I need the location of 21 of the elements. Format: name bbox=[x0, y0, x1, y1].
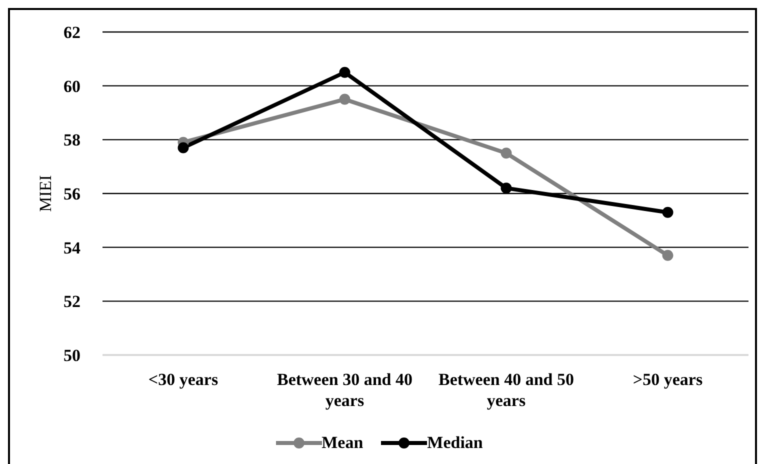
point bbox=[662, 206, 674, 218]
point bbox=[500, 182, 512, 194]
x-tick-label: Between 30 and 40 years bbox=[276, 370, 413, 410]
y-tick-label: 56 bbox=[64, 184, 80, 204]
point bbox=[339, 66, 350, 78]
x-tick-label: <30 years bbox=[148, 370, 218, 390]
x-tick-label: Between 40 and 50 years bbox=[438, 370, 574, 410]
y-tick-label: 54 bbox=[64, 238, 81, 258]
y-tick-label: 60 bbox=[64, 76, 80, 96]
x-tick-label: >50 years bbox=[632, 370, 703, 390]
legend-label: Median bbox=[427, 433, 483, 453]
point bbox=[178, 142, 189, 154]
legend-label: Mean bbox=[322, 433, 364, 453]
y-tick-label: 58 bbox=[64, 130, 80, 150]
point bbox=[339, 94, 350, 105]
y-tick-label: 50 bbox=[64, 346, 80, 366]
point bbox=[662, 250, 674, 261]
y-axis-title: MIEI bbox=[36, 174, 54, 212]
point bbox=[500, 148, 512, 159]
y-tick-label: 52 bbox=[64, 292, 80, 312]
y-tick-label: 62 bbox=[64, 23, 80, 42]
